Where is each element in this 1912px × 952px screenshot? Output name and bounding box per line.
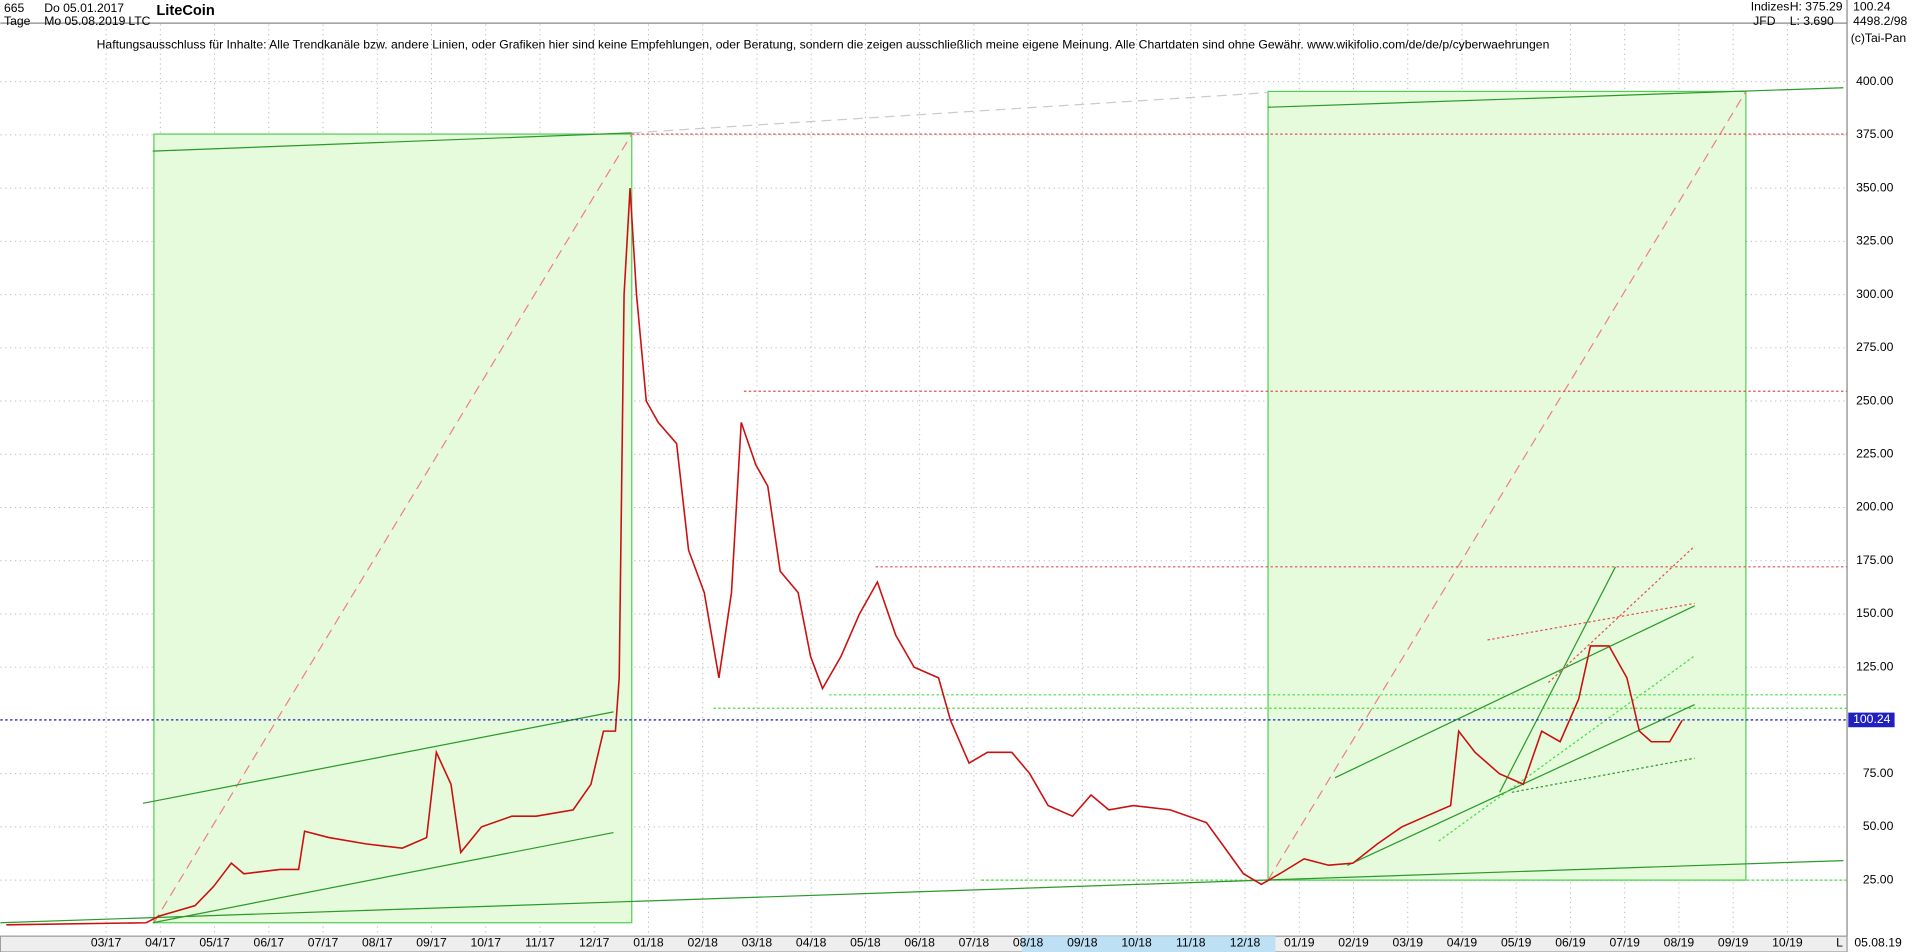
last-date: 05.08.19	[1854, 936, 1902, 950]
y-tick-label: 400.00	[1856, 74, 1893, 88]
scale-mode[interactable]: L	[1836, 936, 1843, 950]
x-tick-label: 04/18	[796, 936, 827, 950]
trend-line	[152, 132, 632, 152]
y-tick-label: 325.00	[1856, 234, 1893, 248]
x-tick-label: 09/17	[416, 936, 447, 950]
y-tick-label: 200.00	[1856, 500, 1893, 514]
y-tick-label: 275.00	[1856, 340, 1893, 354]
x-tick-label: 02/19	[1338, 936, 1369, 950]
high: H: 375.29	[1790, 0, 1843, 14]
y-tick-label: 25.00	[1863, 872, 1894, 886]
y-tick-label: 250.00	[1856, 393, 1893, 407]
price-line	[6, 188, 1683, 926]
y-tick-label: 175.00	[1856, 553, 1893, 567]
x-tick-label: 05/19	[1501, 936, 1532, 950]
x-tick-label: 01/18	[633, 936, 664, 950]
copyright: (c)Tai-Pan	[1851, 31, 1906, 45]
x-tick-label: 01/19	[1284, 936, 1315, 950]
y-tick-label: 300.00	[1856, 287, 1893, 301]
header: 665 Do 05.01.2017 Tage Mo 05.08.2019 LTC…	[4, 0, 1908, 950]
trend-line	[1547, 545, 1696, 684]
drawings	[0, 87, 1848, 924]
diagonal	[153, 133, 633, 924]
ratio: 4498.2/98	[1853, 14, 1907, 28]
last-value-box	[1848, 712, 1895, 728]
y-tick-label: 225.00	[1856, 446, 1893, 460]
trend-line	[1487, 602, 1695, 641]
x-tick-label: 09/18	[1067, 936, 1098, 950]
low: L: 3.690	[1790, 14, 1834, 28]
x-tick-label: 04/19	[1447, 936, 1478, 950]
x-tick-label: 04/17	[145, 936, 176, 950]
symbol: LTC	[128, 14, 150, 28]
x-tick-label: 06/18	[904, 936, 935, 950]
start-date: Do 05.01.2017	[44, 1, 124, 15]
x-tick-label: 07/18	[959, 936, 990, 950]
x-tick-label: 06/19	[1555, 936, 1586, 950]
group: Indizes	[1751, 0, 1790, 14]
y-tick-label: 50.00	[1863, 819, 1894, 833]
x-tick-label: 02/18	[687, 936, 718, 950]
trend-line	[631, 92, 1269, 134]
period[interactable]: Tage	[4, 14, 31, 28]
x-tick-label: 03/17	[91, 936, 122, 950]
x-tick-label: 10/19	[1772, 936, 1803, 950]
x-tick-label: 11/17	[525, 936, 555, 950]
x-tick-label: 10/18	[1121, 936, 1152, 950]
x-tick-label: 03/19	[1393, 936, 1424, 950]
plot	[0, 188, 1848, 926]
trend-line	[1334, 605, 1695, 779]
x-tick-label: 06/17	[254, 936, 285, 950]
x-tick-label: 09/19	[1718, 936, 1749, 950]
trend-line	[142, 711, 614, 804]
trend-line	[1511, 757, 1695, 793]
x-tick-label: 03/18	[742, 936, 773, 950]
x-tick-label: 12/18	[1230, 936, 1261, 950]
x-tick-label: 07/17	[308, 936, 339, 950]
x-tick-label: 08/19	[1664, 936, 1695, 950]
trend-line	[1499, 566, 1616, 793]
x-tick-label: 07/19	[1609, 936, 1640, 950]
diagonal	[1267, 91, 1747, 881]
y-tick-label: 375.00	[1856, 127, 1893, 141]
y-tick-label: 350.00	[1856, 180, 1893, 194]
x-tick-label: 11/18	[1176, 936, 1206, 950]
source: JFD	[1753, 14, 1776, 28]
y-tick-label: 150.00	[1856, 606, 1893, 620]
trend-line	[1268, 87, 1844, 108]
y-tick-label: 125.00	[1856, 659, 1893, 673]
x-tick-label: 12/17	[579, 936, 610, 950]
y-tick-label: 75.00	[1863, 766, 1894, 780]
trend-line	[1438, 655, 1696, 842]
x-tick-label: 05/17	[199, 936, 230, 950]
count: 665	[4, 1, 25, 15]
trend-line	[152, 831, 614, 924]
x-axis-highlight	[1021, 936, 1276, 952]
last-value-label: 100.24	[1853, 712, 1890, 726]
trend-line	[0, 859, 1844, 924]
x-tick-label: 08/17	[362, 936, 393, 950]
trend-line	[1347, 704, 1695, 867]
chart-title: LiteCoin	[156, 3, 215, 19]
x-tick-label: 10/17	[471, 936, 502, 950]
last-value: 100.24	[1853, 0, 1890, 14]
x-tick-label: 05/18	[850, 936, 881, 950]
end-date: Mo 05.08.2019	[44, 14, 125, 28]
disclaimer: Haftungsausschluss für Inhalte: Alle Tre…	[97, 37, 1550, 51]
x-tick-label: 08/18	[1013, 936, 1044, 950]
